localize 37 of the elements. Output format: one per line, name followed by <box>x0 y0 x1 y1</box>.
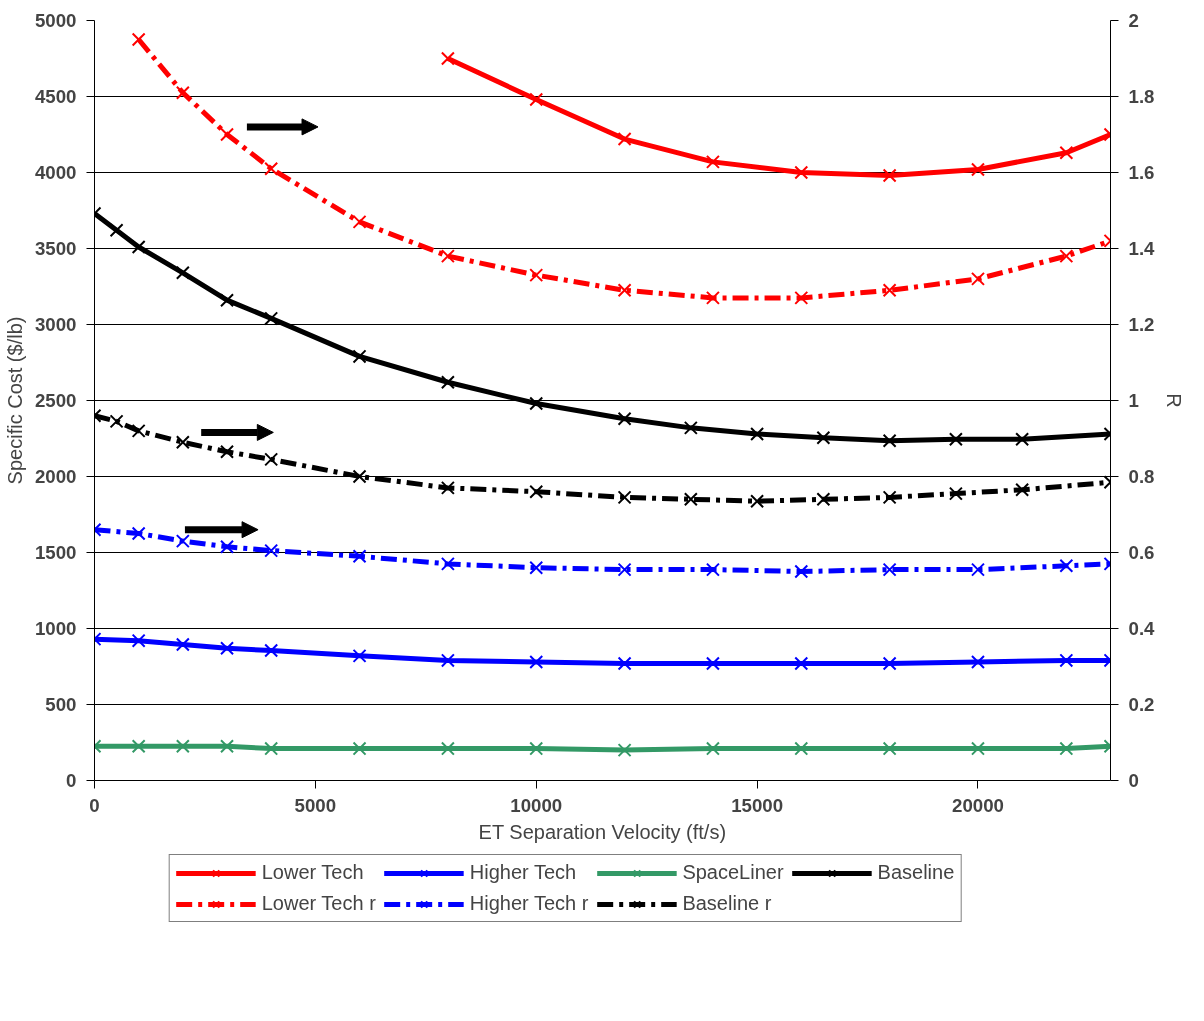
y-tick-label: 2000 <box>35 466 77 487</box>
legend-label: Baseline <box>877 861 955 884</box>
y2-tick-label: 2 <box>1128 10 1139 31</box>
y-tick-label: 5000 <box>35 10 77 31</box>
legend-label: Higher Tech <box>469 861 577 884</box>
y2-tick-label: 1.8 <box>1128 86 1155 107</box>
y2-tick-label: 0.6 <box>1128 542 1155 563</box>
x-axis-title: ET Separation Velocity (ft/s) <box>478 820 727 843</box>
y2-tick-label: 0 <box>1128 770 1139 791</box>
y-tick-label: 1000 <box>35 618 77 639</box>
y-tick-label: 500 <box>45 694 77 715</box>
y2-tick-label: 1.4 <box>1128 238 1156 259</box>
y2-tick-label: 1 <box>1128 390 1139 411</box>
y2-tick-label: 0.8 <box>1128 466 1155 487</box>
y-tick-label: 2500 <box>35 390 77 411</box>
y-tick-label: 3000 <box>35 314 77 335</box>
legend-label: SpaceLiner <box>682 861 784 884</box>
y2-tick-label: 1.2 <box>1128 314 1155 335</box>
y2-tick-label: 0.2 <box>1128 694 1155 715</box>
y2-axis-title: R <box>1163 393 1186 408</box>
y-tick-label: 3500 <box>35 238 77 259</box>
legend-label: Baseline r <box>682 892 772 915</box>
x-tick-label: 5000 <box>294 794 337 816</box>
y-tick-label: 1500 <box>35 542 77 563</box>
x-tick-label: 10000 <box>510 794 563 816</box>
y2-tick-label: 1.6 <box>1128 162 1155 183</box>
legend-label: Lower Tech <box>261 861 364 884</box>
y-tick-label: 0 <box>66 770 77 791</box>
x-tick-label: 0 <box>89 794 100 816</box>
y-axis-title: Specific Cost ($/lb) <box>4 316 26 485</box>
y2-tick-label: 0.4 <box>1128 618 1156 639</box>
x-tick-label: 20000 <box>952 794 1004 816</box>
y-tick-label: 4000 <box>35 162 77 183</box>
legend-label: Higher Tech r <box>469 892 589 915</box>
y-tick-label: 4500 <box>35 86 77 107</box>
legend-label: Lower Tech r <box>261 892 376 915</box>
x-tick-label: 15000 <box>731 794 784 816</box>
